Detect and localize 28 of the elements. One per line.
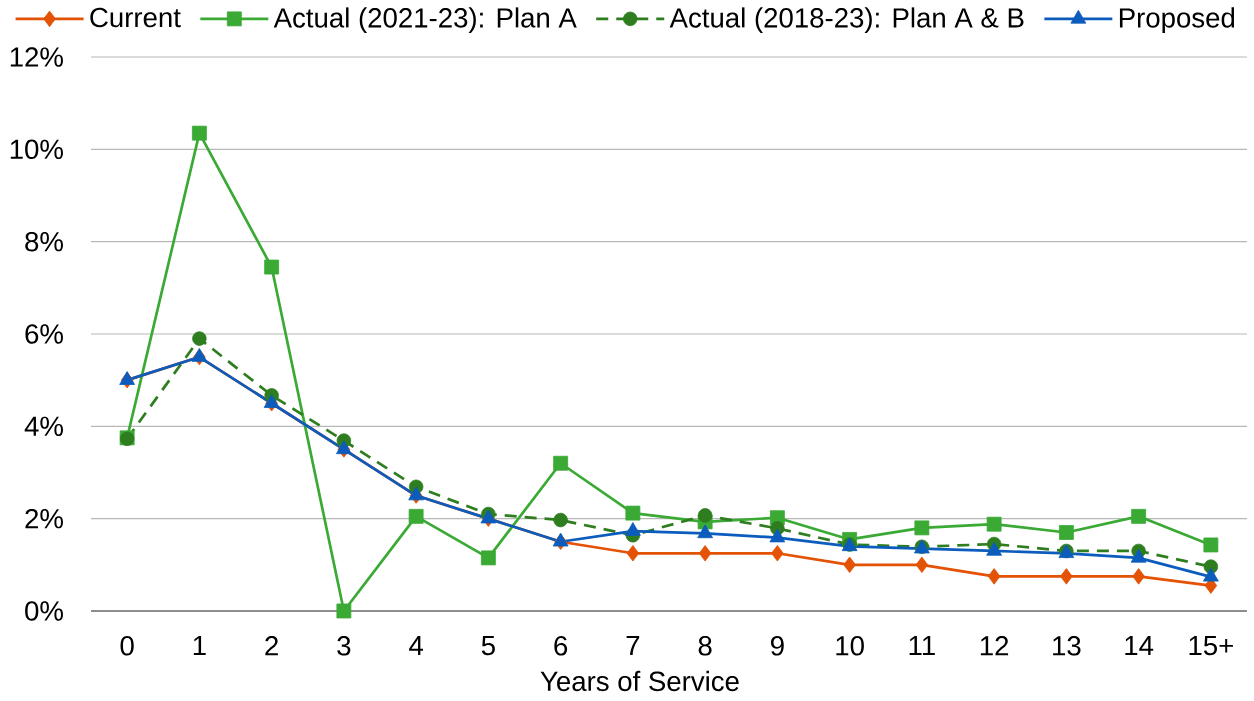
- x-tick-label: 9: [770, 636, 784, 656]
- legend-label: Actual (2021-23): Plan A: [273, 7, 577, 34]
- y-tick-label: 10%: [10, 139, 63, 160]
- x-tick-label: 7: [626, 636, 640, 656]
- y-tick-label: 0%: [25, 601, 63, 621]
- x-tick-label: 13: [1053, 636, 1081, 656]
- x-tick-label: 14: [1125, 636, 1154, 656]
- y-tick-label: 12%: [10, 47, 63, 67]
- legend-label: Current: [90, 7, 181, 28]
- y-tick-label: 2%: [25, 508, 63, 529]
- x-tick-label: 0: [120, 636, 134, 656]
- legend-label: Proposed: [1119, 7, 1235, 34]
- x-tick-label: 2: [265, 636, 278, 656]
- x-axis-title: Years of Service: [540, 670, 739, 692]
- y-tick-label: 6%: [25, 324, 63, 344]
- y-tick-label: 4%: [24, 416, 63, 436]
- x-tick-label: 10: [836, 636, 864, 656]
- y-tick-label: 8%: [25, 231, 63, 252]
- legend-label: Actual (2018-23): Plan A & B: [669, 7, 1024, 34]
- x-tick-label: 12: [980, 636, 1009, 656]
- x-tick-label: 15+: [1189, 636, 1233, 656]
- x-tick-label: 4: [409, 636, 424, 656]
- x-tick-label: 3: [337, 636, 351, 656]
- x-tick-label: 6: [554, 636, 568, 656]
- x-tick-label: 1: [193, 636, 206, 656]
- x-tick-label: 8: [698, 636, 712, 656]
- x-tick-label: 11: [909, 636, 935, 656]
- x-tick-label: 5: [481, 636, 495, 656]
